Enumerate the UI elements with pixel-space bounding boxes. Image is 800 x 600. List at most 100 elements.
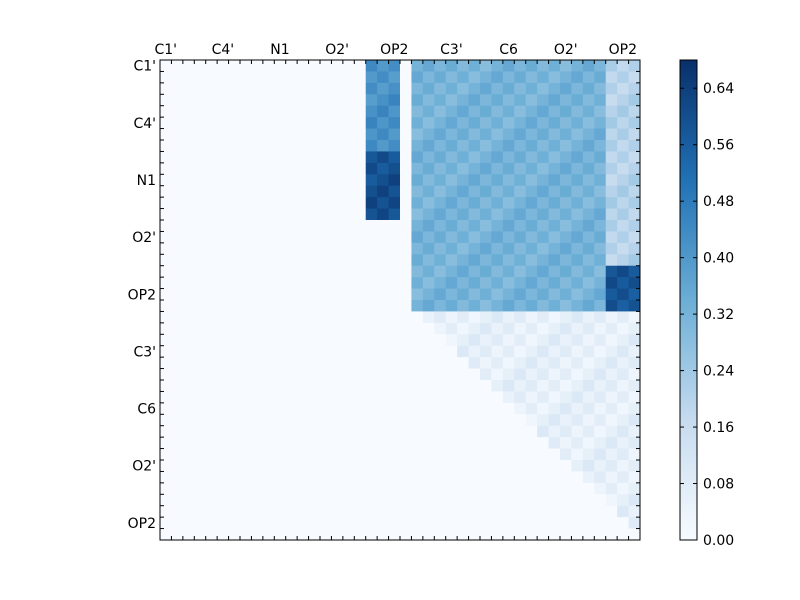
colorbar (679, 59, 698, 541)
heatmap-cell (182, 197, 195, 210)
heatmap-cell (560, 368, 572, 381)
heatmap-cell (377, 265, 390, 278)
heatmap-cell (411, 494, 424, 507)
heatmap-cell (262, 380, 275, 392)
heatmap-cell (514, 300, 527, 312)
heatmap-cell (411, 265, 424, 278)
heatmap-cell (365, 231, 378, 244)
heatmap-cell (537, 117, 550, 130)
heatmap-cell (205, 197, 218, 210)
heatmap-cell (194, 357, 207, 370)
heatmap-cell (537, 140, 550, 152)
heatmap-cell (457, 71, 470, 84)
heatmap-cell (422, 357, 435, 370)
heatmap-cell (240, 391, 252, 404)
heatmap-cell (411, 128, 424, 141)
heatmap-cell (628, 117, 641, 130)
heatmap-cell (434, 437, 447, 450)
heatmap-cell (320, 185, 332, 198)
heatmap-cell (422, 505, 435, 518)
heatmap-cell (217, 345, 230, 358)
heatmap-cell (628, 402, 641, 415)
y-tick-label: O2' (132, 230, 156, 246)
heatmap-cell (480, 460, 492, 472)
heatmap-cell (605, 254, 618, 267)
heatmap-cell (468, 460, 481, 472)
colorbar-tick-label: 0.40 (703, 251, 734, 267)
heatmap-cell (400, 494, 412, 507)
heatmap-cell (434, 71, 447, 84)
heatmap-cell (560, 357, 572, 370)
heatmap-cell (628, 425, 641, 438)
heatmap-cell (377, 117, 390, 130)
heatmap-cell (182, 288, 195, 301)
heatmap-cell (502, 140, 515, 152)
heatmap-cell (308, 368, 321, 381)
heatmap-cell (434, 300, 447, 312)
heatmap-cell (171, 425, 184, 438)
heatmap-cell (388, 460, 401, 472)
heatmap-cell (571, 391, 584, 404)
heatmap-cell (308, 254, 321, 267)
heatmap-cell (571, 357, 584, 370)
heatmap-cell (331, 117, 344, 130)
heatmap-cell (571, 128, 584, 141)
heatmap-cell (308, 94, 321, 107)
heatmap-cell (617, 151, 630, 164)
heatmap-cell (502, 71, 515, 84)
heatmap-cell (491, 242, 504, 255)
heatmap-cell (571, 322, 584, 335)
heatmap-cell (628, 128, 641, 141)
heatmap-cell (502, 448, 515, 461)
heatmap-cell (240, 128, 252, 141)
heatmap-cell (502, 482, 515, 495)
heatmap-cell (537, 448, 550, 461)
heatmap-cell (205, 311, 218, 324)
heatmap-cell (582, 368, 595, 381)
heatmap-cell (594, 334, 607, 347)
heatmap-cell (605, 60, 618, 72)
heatmap-cell (160, 528, 172, 541)
heatmap-cell (308, 494, 321, 507)
heatmap-cell (251, 437, 264, 450)
heatmap-cell (331, 528, 344, 541)
heatmap-cell (331, 197, 344, 210)
heatmap-cell (388, 482, 401, 495)
heatmap-cell (331, 151, 344, 164)
heatmap-cell (434, 242, 447, 255)
heatmap-cell (342, 277, 355, 290)
heatmap-cell (605, 265, 618, 278)
heatmap-cell (605, 300, 618, 312)
heatmap-cell (274, 174, 287, 187)
heatmap-cell (217, 505, 230, 518)
heatmap-cell (422, 185, 435, 198)
heatmap-cell (605, 71, 618, 84)
heatmap-cell (571, 505, 584, 518)
heatmap-cell (525, 528, 538, 541)
heatmap-cell (285, 242, 298, 255)
heatmap-cell (605, 220, 618, 232)
heatmap-cell (320, 448, 332, 461)
heatmap-cell (240, 151, 252, 164)
heatmap-cell (377, 208, 390, 221)
heatmap-cell (445, 300, 458, 312)
heatmap-cell (457, 254, 470, 267)
heatmap-cell (228, 517, 241, 530)
heatmap-cell (194, 94, 207, 107)
heatmap-cell (434, 425, 447, 438)
heatmap-cell (194, 505, 207, 518)
heatmap-cell (548, 448, 561, 461)
heatmap-cell (194, 300, 207, 312)
heatmap-cell (491, 60, 504, 72)
heatmap-cell (182, 437, 195, 450)
heatmap-cell (582, 300, 595, 312)
heatmap-cell (628, 391, 641, 404)
heatmap-cell (480, 197, 492, 210)
heatmap-cell (525, 231, 538, 244)
heatmap-cell (582, 117, 595, 130)
heatmap-cell (320, 288, 332, 301)
heatmap-cell (411, 380, 424, 392)
heatmap-cell (308, 208, 321, 221)
heatmap-cell (217, 117, 230, 130)
heatmap-cell (628, 208, 641, 221)
